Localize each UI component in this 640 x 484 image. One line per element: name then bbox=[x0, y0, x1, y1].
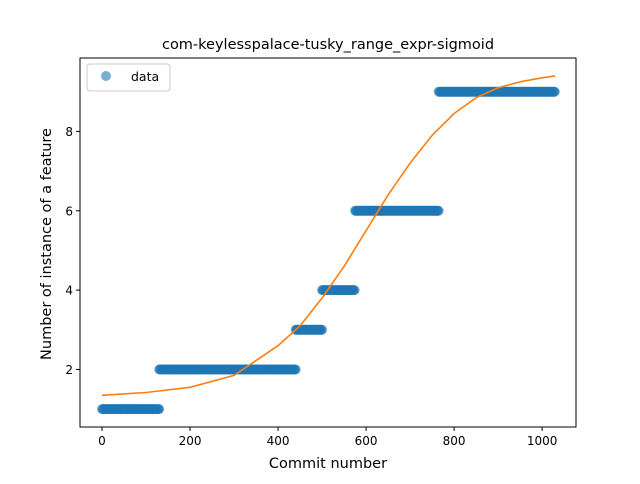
axes-frame bbox=[79, 57, 577, 428]
legend-label: data bbox=[131, 69, 159, 84]
x-tick-label: 0 bbox=[98, 434, 106, 448]
data-point bbox=[317, 324, 328, 335]
data-point bbox=[154, 404, 165, 415]
fit-line bbox=[101, 75, 556, 397]
y-tick-label: 8 bbox=[65, 125, 73, 139]
y-tick-label: 6 bbox=[65, 204, 73, 218]
x-tick-label: 400 bbox=[267, 434, 290, 448]
x-tick-label: 1000 bbox=[527, 434, 558, 448]
data-point bbox=[433, 205, 444, 216]
x-tick-label: 200 bbox=[179, 434, 202, 448]
x-tick-label: 800 bbox=[443, 434, 466, 448]
data-point bbox=[349, 285, 360, 296]
x-axis-ticks: 0 200 400 600 800 1000 bbox=[98, 427, 557, 448]
y-tick-label: 2 bbox=[65, 363, 73, 377]
y-axis-ticks: 2 4 6 8 bbox=[65, 125, 80, 377]
y-tick-label: 4 bbox=[65, 284, 73, 298]
y-axis-label: Number of instance of a feature bbox=[39, 128, 55, 360]
legend: data bbox=[86, 63, 171, 92]
data-point bbox=[549, 86, 560, 97]
data-point bbox=[290, 364, 301, 375]
chart-title: com-keylesspalace-tusky_range_expr-sigmo… bbox=[162, 37, 494, 53]
legend-marker bbox=[101, 71, 111, 81]
x-axis-label: Commit number bbox=[269, 456, 387, 472]
legend-box bbox=[86, 63, 171, 92]
plot-area bbox=[97, 75, 560, 415]
x-tick-label: 600 bbox=[355, 434, 378, 448]
axes bbox=[79, 57, 577, 428]
